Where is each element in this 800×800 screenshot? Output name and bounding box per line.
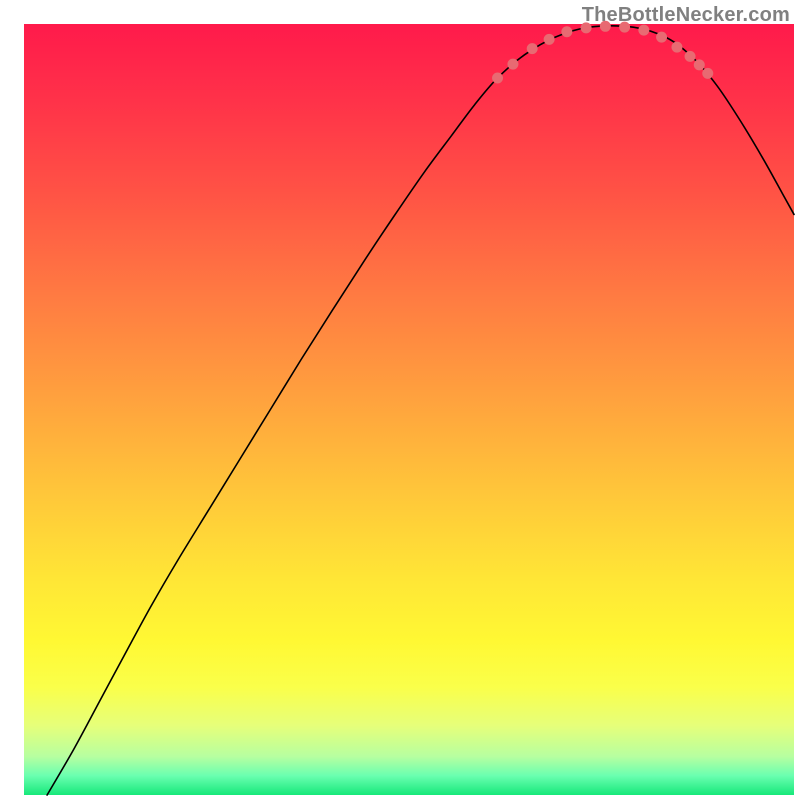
highlight-marker [657,32,667,42]
highlight-marker [527,44,537,54]
highlight-marker [672,42,682,52]
highlight-marker [694,60,704,70]
chart-container: TheBottleNecker.com [0,0,800,800]
highlight-marker [685,51,695,61]
source-watermark: TheBottleNecker.com [582,4,790,27]
highlight-marker [703,68,713,78]
highlight-marker [562,27,572,37]
highlight-marker [544,34,554,44]
gradient-background [24,24,794,795]
highlight-marker [493,73,503,83]
highlight-marker [508,59,518,69]
gradient-line-chart [0,0,800,800]
